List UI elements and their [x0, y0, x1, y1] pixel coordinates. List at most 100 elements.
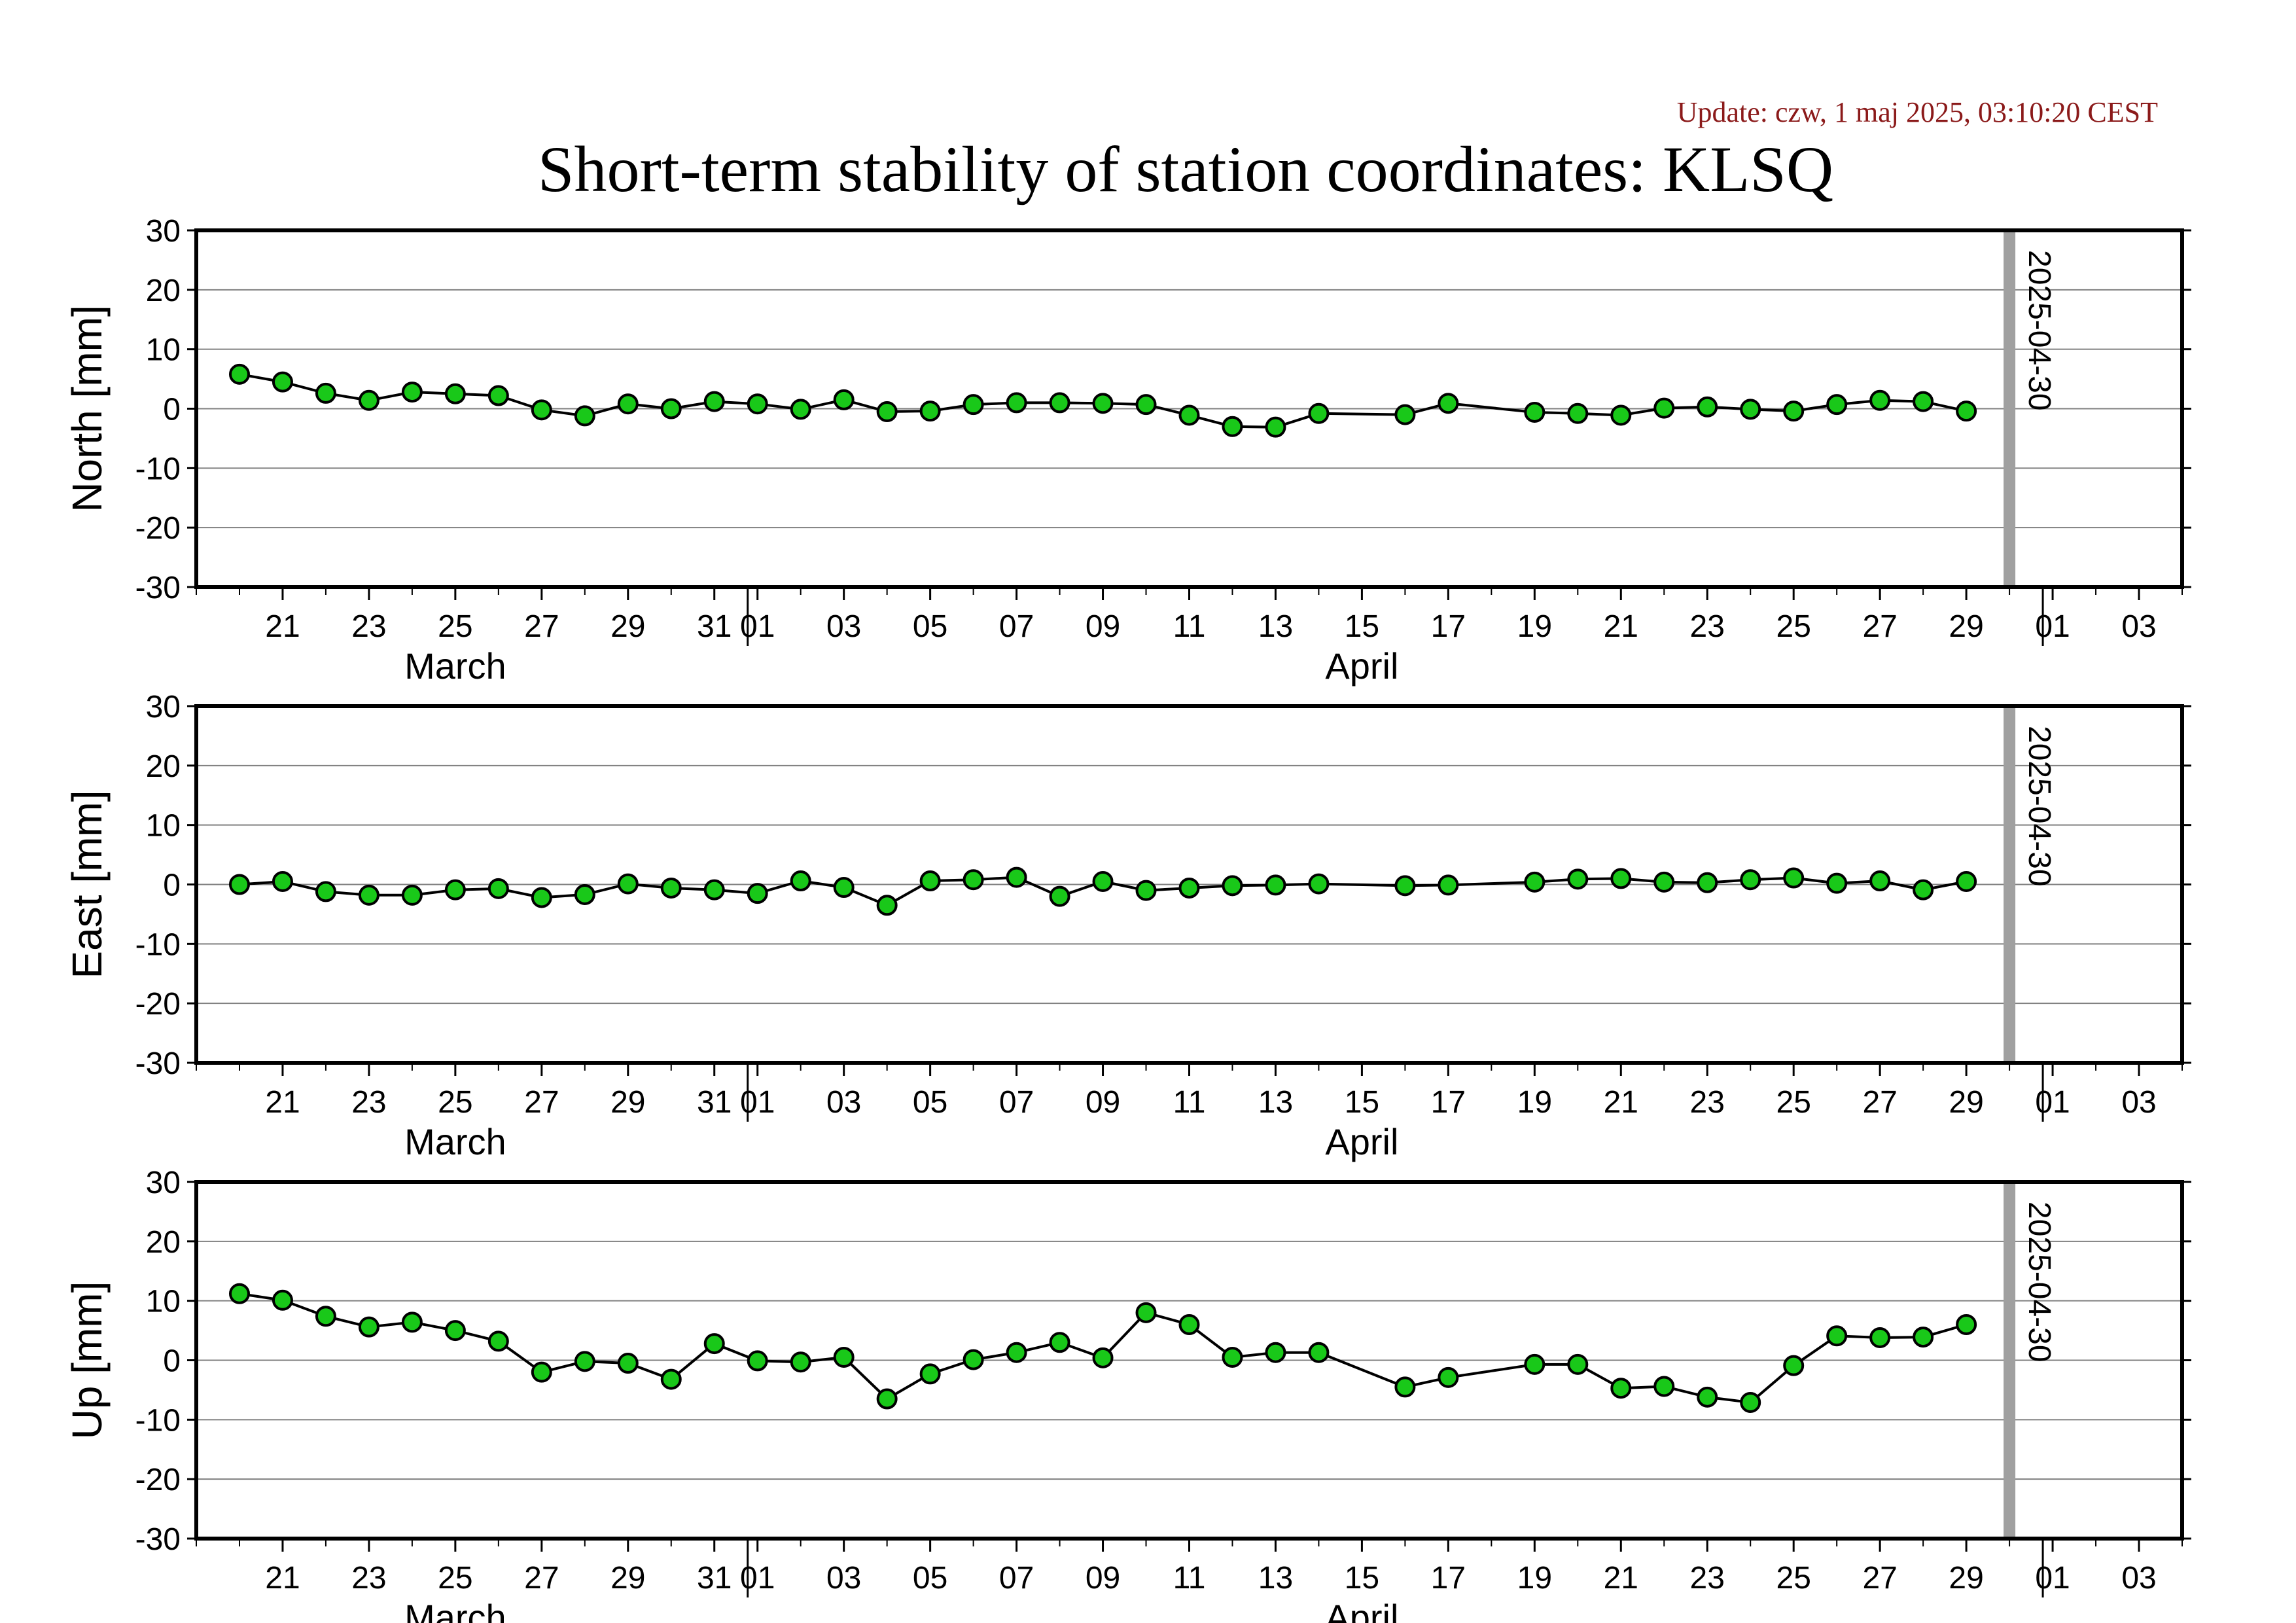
- data-point: [1697, 396, 1718, 418]
- data-point: [1740, 869, 1761, 891]
- x-tick-label: 03: [826, 1561, 861, 1596]
- data-point: [1524, 401, 1545, 423]
- x-tick-label: 07: [999, 609, 1034, 644]
- data-point: [1567, 868, 1589, 890]
- data-point: [1178, 877, 1200, 899]
- data-point: [617, 873, 639, 895]
- date-marker-label: 2025-04-30: [2022, 1202, 2057, 1363]
- data-point: [1869, 389, 1891, 411]
- data-point: [272, 1289, 293, 1311]
- month-label: April: [1325, 645, 1398, 687]
- data-point: [1740, 1391, 1761, 1413]
- y-tick-label: 10: [146, 809, 181, 844]
- y-tick-label: 20: [146, 749, 181, 784]
- y-tick-label: -20: [135, 511, 181, 546]
- data-point: [1653, 397, 1675, 419]
- data-point: [1826, 872, 1848, 894]
- x-tick-label: 03: [826, 609, 861, 644]
- x-tick-label: 21: [1604, 609, 1638, 644]
- x-tick-label: 23: [351, 609, 386, 644]
- data-point: [444, 383, 466, 404]
- data-point: [1783, 867, 1805, 889]
- update-timestamp: Update: czw, 1 maj 2025, 03:10:20 CEST: [1677, 96, 2158, 128]
- data-point: [919, 401, 941, 422]
- data-point: [1913, 391, 1934, 412]
- y-axis-label: Up [mm]: [63, 1281, 111, 1440]
- data-point: [1438, 1366, 1459, 1388]
- x-tick-label: 17: [1431, 1561, 1466, 1596]
- plot-frame: [194, 228, 2184, 589]
- y-tick-label: -30: [135, 571, 181, 605]
- x-tick-label: 01: [740, 1085, 775, 1120]
- data-point: [1697, 872, 1718, 893]
- data-point: [1135, 394, 1157, 416]
- x-tick-label: 15: [1345, 609, 1379, 644]
- data-point: [790, 870, 811, 892]
- month-label: March: [404, 645, 506, 687]
- x-tick-label: 11: [1173, 609, 1206, 644]
- x-tick-label: 21: [265, 1561, 300, 1596]
- panel-north: 30 20 10 0 -10 -20 -30 North [mm] 2025-04-30 21 23…: [63, 214, 2191, 687]
- data-point: [1394, 1376, 1416, 1398]
- y-tick-label: 0: [163, 868, 181, 903]
- x-tick-label: 31: [697, 1561, 732, 1596]
- data-point: [531, 1361, 552, 1383]
- data-point: [963, 394, 984, 416]
- data-point: [703, 391, 725, 412]
- x-tick-label: 19: [1517, 609, 1552, 644]
- x-tick-label: 05: [913, 1561, 947, 1596]
- x-tick-label: 25: [438, 1085, 472, 1120]
- x-tick-label: 13: [1258, 1561, 1293, 1596]
- data-point: [401, 884, 423, 906]
- y-tick-label: 10: [146, 333, 181, 368]
- y-tick-label: 30: [146, 1166, 181, 1200]
- x-tick-label: 13: [1258, 1085, 1293, 1120]
- x-tick-label: 23: [351, 1561, 386, 1596]
- data-point: [1265, 416, 1286, 438]
- x-tick-label: 09: [1086, 1085, 1120, 1120]
- data-point: [1697, 1386, 1718, 1408]
- data-point: [747, 1350, 768, 1372]
- x-tick-label: 09: [1086, 609, 1120, 644]
- x-tick-label: 27: [1862, 1085, 1897, 1120]
- plot-frame: [194, 1180, 2184, 1541]
- x-tick-label: 19: [1517, 1561, 1552, 1596]
- data-point: [1265, 874, 1286, 896]
- data-point: [1438, 874, 1459, 896]
- data-point: [1438, 393, 1459, 414]
- x-tick-label: 25: [1776, 609, 1811, 644]
- data-point: [1869, 1327, 1891, 1348]
- month-label: March: [404, 1597, 506, 1623]
- data-point: [747, 883, 768, 904]
- month-label: April: [1325, 1121, 1398, 1162]
- data-point: [574, 405, 595, 427]
- x-tick-label: 29: [1949, 1561, 1983, 1596]
- x-tick-label: 25: [1776, 1561, 1811, 1596]
- x-tick-label: 31: [697, 1085, 732, 1120]
- data-point: [1956, 401, 1977, 422]
- data-point: [1653, 871, 1675, 893]
- data-point: [1783, 401, 1805, 422]
- y-axis-label: East [mm]: [63, 790, 111, 978]
- x-tick-label: 27: [524, 1561, 559, 1596]
- x-tick-label: 17: [1431, 609, 1466, 644]
- x-tick-label: 07: [999, 1085, 1034, 1120]
- data-point: [660, 398, 682, 419]
- data-point: [876, 401, 898, 423]
- x-tick-label: 05: [913, 1085, 947, 1120]
- plot-frame: [194, 704, 2184, 1065]
- x-tick-label: 01: [2035, 1085, 2070, 1120]
- data-point: [1222, 416, 1243, 437]
- y-tick-label: 20: [146, 1225, 181, 1260]
- x-tick-label: 31: [697, 609, 732, 644]
- data-point: [1956, 1314, 1977, 1335]
- x-tick-label: 29: [1949, 609, 1983, 644]
- x-tick-label: 03: [2121, 609, 2156, 644]
- data-point: [1049, 392, 1070, 414]
- data-point: [531, 887, 552, 908]
- data-point: [1610, 1378, 1632, 1399]
- y-tick-label: 30: [146, 214, 181, 249]
- data-point: [963, 869, 984, 891]
- month-label: April: [1325, 1597, 1398, 1623]
